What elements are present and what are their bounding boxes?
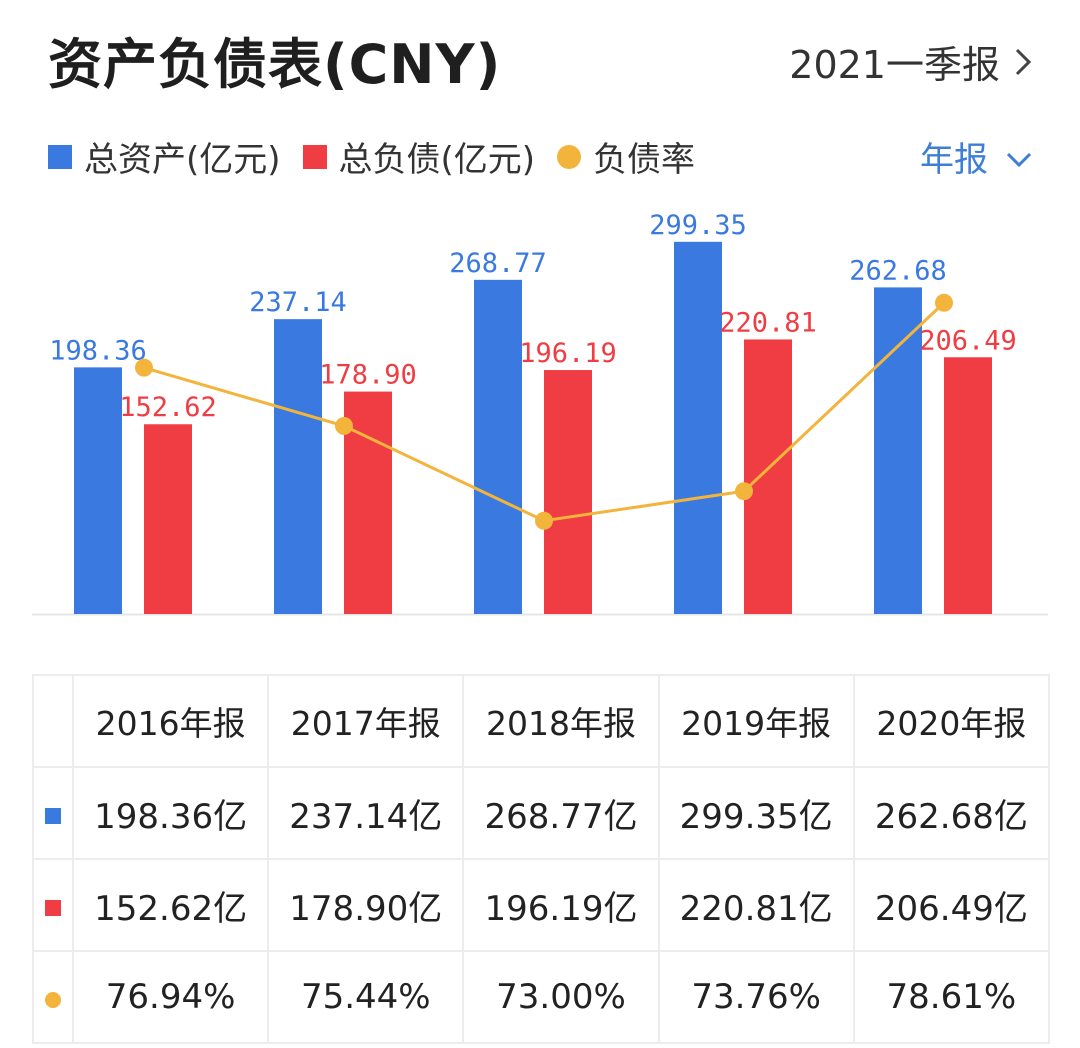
debt-ratio-marker — [45, 992, 61, 1008]
table-row-debt-ratio: 76.94% 75.44% 73.00% 73.76% 78.61% — [32, 950, 1051, 1044]
data-label: 262.68 — [849, 255, 947, 286]
table-cell: 220.81亿 — [657, 858, 855, 952]
debt-ratio-point — [735, 482, 753, 501]
data-label: 268.77 — [449, 248, 547, 279]
total-assets-bar — [274, 319, 322, 614]
data-label: 198.36 — [49, 335, 147, 366]
table-row-total-assets: 198.36亿 237.14亿 268.77亿 299.35亿 262.68亿 — [32, 766, 1051, 860]
total-assets-bar — [674, 241, 722, 614]
total-assets-swatch — [48, 144, 72, 169]
table-cell: 196.19亿 — [462, 858, 660, 952]
table-cell: 76.94% — [71, 950, 270, 1044]
row-marker-cell — [32, 766, 74, 860]
legend-item-total-assets[interactable]: 总资产(亿元) — [48, 132, 281, 181]
data-label: 152.62 — [119, 392, 217, 423]
table-cell: 75.44% — [267, 950, 465, 1044]
total-liabilities-bar — [544, 370, 592, 614]
total-liabilities-bar — [944, 357, 992, 614]
column-header: 2017年报 — [267, 674, 465, 768]
total-assets-marker — [45, 808, 61, 824]
table-cell: 299.35亿 — [657, 766, 855, 860]
total-liabilities-bar — [744, 339, 792, 614]
row-marker-cell — [32, 950, 74, 1044]
period-selector[interactable]: 2021一季报 — [789, 34, 1032, 89]
legend: 总资产(亿元) 总负债(亿元) 负债率 — [48, 132, 1032, 181]
data-label: 196.19 — [519, 338, 617, 369]
data-label: 220.81 — [719, 307, 817, 338]
column-header: 2019年报 — [657, 674, 855, 768]
data-label: 178.90 — [319, 360, 417, 391]
legend-item-total-liabilities[interactable]: 总负债(亿元) — [302, 132, 536, 181]
table-cell: 73.76% — [657, 950, 855, 1044]
legend-label: 负债率 — [593, 140, 696, 180]
legend-label: 总资产(亿元) — [84, 140, 281, 180]
total-assets-bar — [874, 287, 922, 614]
table-cell: 268.77亿 — [462, 766, 660, 860]
table-cell: 78.61% — [852, 950, 1051, 1044]
legend-row: 总资产(亿元) 总负债(亿元) 负债率 年报 — [48, 132, 1032, 182]
debt-ratio-point — [335, 416, 353, 435]
bar-line-chart: 198.36 152.62 237.14 178.90 268.77 196.19 299.… — [32, 210, 1048, 616]
table-cell: 178.90亿 — [267, 858, 465, 952]
table-cell: 262.68亿 — [852, 766, 1051, 860]
legend-item-debt-ratio[interactable]: 负债率 — [557, 132, 695, 181]
table-cell: 198.36亿 — [71, 766, 270, 860]
table-header-row: 2016年报 2017年报 2018年报 2019年报 2020年报 — [32, 674, 1051, 768]
chevron-down-icon — [1006, 137, 1032, 177]
table-row-total-liabilities: 152.62亿 178.90亿 196.19亿 220.81亿 206.49亿 — [32, 858, 1051, 952]
legend-label: 总负债(亿元) — [338, 140, 536, 180]
table-cell: 73.00% — [462, 950, 660, 1044]
table-corner-cell — [32, 674, 74, 768]
header: 资产负债表(CNY) 2021一季报 — [0, 0, 1080, 110]
frequency-label: 年报 — [920, 140, 988, 180]
total-assets-bar — [74, 367, 122, 614]
data-label: 206.49 — [919, 325, 1017, 356]
total-liabilities-swatch — [302, 144, 327, 169]
total-assets-bar — [474, 279, 522, 614]
debt-ratio-point — [935, 293, 953, 312]
debt-ratio-point — [535, 511, 553, 530]
table-cell: 152.62亿 — [71, 858, 270, 952]
column-header: 2016年报 — [71, 674, 270, 768]
debt-ratio-point — [135, 358, 153, 377]
data-label: 237.14 — [249, 287, 347, 318]
total-liabilities-marker — [45, 900, 61, 916]
debt-ratio-swatch — [557, 144, 582, 169]
column-header: 2018年报 — [462, 674, 660, 768]
table-cell: 237.14亿 — [267, 766, 465, 860]
page-title: 资产负债表(CNY) — [48, 33, 502, 96]
column-header: 2020年报 — [852, 674, 1051, 768]
chevron-right-icon — [1014, 47, 1032, 77]
data-table: 2016年报 2017年报 2018年报 2019年报 2020年报 198.3… — [32, 674, 1051, 1044]
period-label: 2021一季报 — [789, 43, 1000, 87]
row-marker-cell — [32, 858, 74, 952]
frequency-dropdown[interactable]: 年报 — [920, 132, 1032, 181]
table-cell: 206.49亿 — [852, 858, 1051, 952]
data-label: 299.35 — [649, 210, 747, 241]
total-liabilities-bar — [144, 424, 192, 614]
